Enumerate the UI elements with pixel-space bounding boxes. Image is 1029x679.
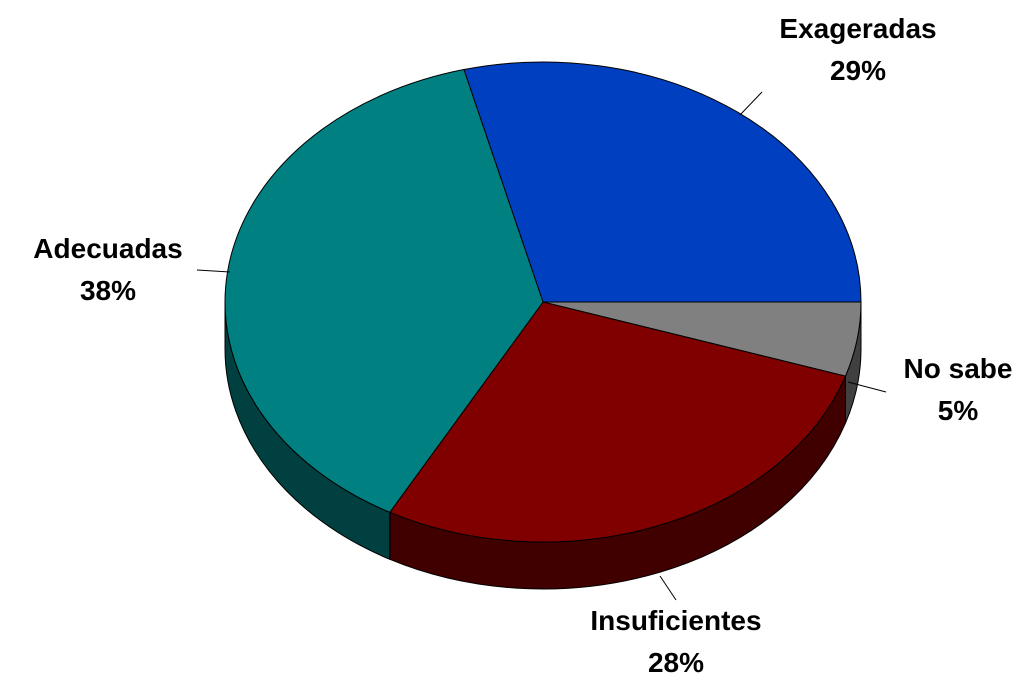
label-insuficientes-name: Insuficientes	[590, 605, 761, 636]
leader-line-exageradas	[739, 91, 763, 116]
pie-slices	[224, 61, 862, 543]
label-nosabe-pct: 5%	[938, 395, 979, 426]
label-exageradas-name: Exageradas	[779, 13, 936, 44]
label-nosabe-name: No sabe	[904, 353, 1013, 384]
leader-line-no-sabe	[847, 381, 887, 393]
label-exageradas-pct: 29%	[830, 55, 886, 86]
slice-labels: Exageradas 29% No sabe 5% Insuficientes …	[33, 13, 1012, 678]
slice-insuficientes	[389, 301, 847, 543]
leader-line-insuficientes	[659, 575, 677, 601]
label-adecuadas-name: Adecuadas	[33, 233, 182, 264]
slice-exageradas	[463, 61, 862, 303]
label-insuficientes-pct: 28%	[648, 647, 704, 678]
leader-line-adecuadas	[196, 269, 231, 273]
leader-lines	[196, 91, 887, 601]
label-adecuadas-pct: 38%	[80, 275, 136, 306]
